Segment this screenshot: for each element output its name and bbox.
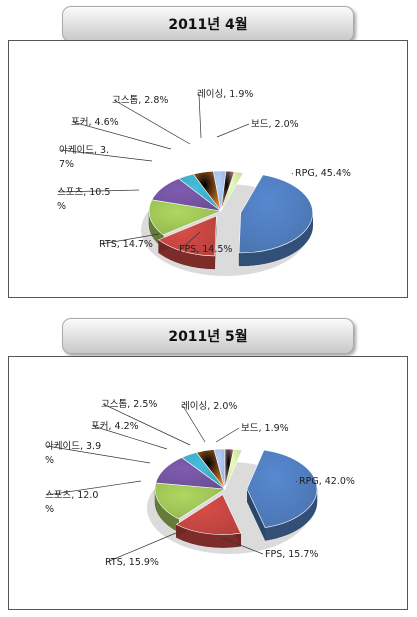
data-label-board: 보드, 2.0% [251,119,299,130]
chart-title-banner-may: 2011년 5월 [62,318,354,354]
data-label-arcade: 아케이드, 3. 7% [59,145,109,170]
data-label-board: 보드, 1.9% [241,423,289,434]
leader-line-rts [106,532,177,563]
data-label-poker: 포커, 4.2% [91,421,139,432]
data-label-rpg: RPG, 45.4% [295,168,351,179]
pie-slice-fps [157,215,217,257]
leader-line-fps [180,231,201,250]
leader-line-gostop [113,99,191,145]
chart-title-april: 2011년 4월 [168,17,248,33]
data-label-poker: 포커, 4.6% [71,117,119,128]
data-label-sports: 스포츠, 12.0% [45,490,98,515]
leader-line-poker [72,121,172,150]
data-label-racing: 레이싱, 1.9% [197,89,253,100]
leader-line-racing [198,93,202,139]
leader-line-board [216,123,250,138]
pie-slice-rpg [246,449,318,528]
leader-line-racing [182,405,206,443]
leader-line-poker [92,425,168,450]
data-label-rpg: RPG, 42.0% [299,476,355,487]
pie-chart-april: RPG, 45.4% FPS, 14.5% RTS, 14.7% 스포츠, 10.5%… [57,89,351,276]
leader-line-gostop [102,403,191,446]
leader-line-rpg [291,172,294,175]
pie-slice-board [220,171,244,212]
leader-line-rts [100,233,160,245]
data-label-sports: 스포츠, 10.5% [57,187,110,212]
pie-chart-may: RPG, 42.0% FPS, 15.7% RTS, 15.9% 스포츠, 12.0%… [45,399,355,568]
pie-slice-rts [154,482,226,520]
chart-title-banner-april: 2011년 4월 [62,6,354,42]
data-label-racing: 레이싱, 2.0% [181,401,237,412]
data-label-fps: FPS, 15.7% [265,549,318,560]
leader-line-rpg [295,480,298,483]
leader-line-fps [221,537,264,555]
pie-slice-rts [148,199,223,236]
leader-line-board [215,427,240,443]
leader-line-arcade [60,149,153,162]
pie-chart-panel-april: RPG, 45.4% FPS, 14.5% RTS, 14.7% 스포츠, 10.5%… [8,40,408,298]
chart-title-may: 2011년 5월 [168,329,248,345]
leader-line-sports [58,189,140,193]
data-label-gostop: 고스톱, 2.8% [112,95,168,106]
pie-slice-rpg [238,174,313,254]
leader-line-sports [46,480,142,496]
data-label-rts: RTS, 15.9% [105,557,159,568]
data-label-rts: RTS, 14.7% [99,239,153,250]
data-label-fps: FPS, 14.5% [179,244,232,255]
data-label-gostop: 고스톱, 2.5% [101,399,157,410]
pie-slice-fps [175,494,242,535]
data-label-arcade: 아케이드, 3.9% [45,441,101,466]
pie-slice-wall-rpg [246,488,266,541]
pie-slice-board [224,448,243,490]
leader-line-arcade [46,445,151,464]
pie-chart-panel-may: RPG, 42.0% FPS, 15.7% RTS, 15.9% 스포츠, 12.0%… [8,356,408,610]
